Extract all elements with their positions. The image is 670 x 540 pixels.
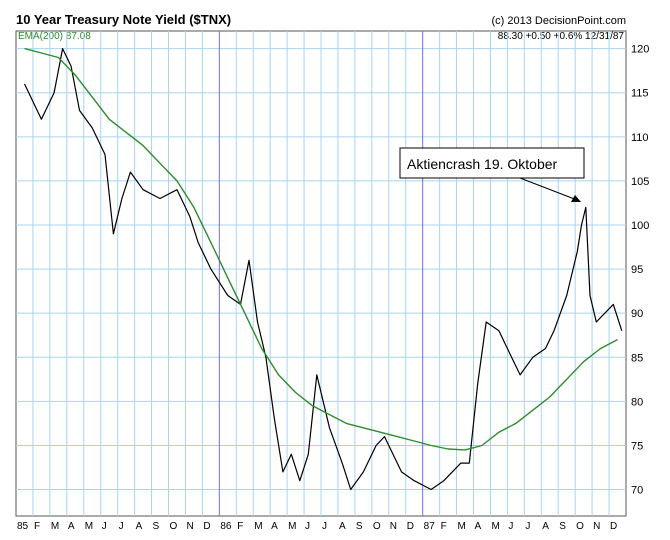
x-tick-label: S xyxy=(356,521,363,532)
x-tick-label: D xyxy=(407,521,414,532)
x-tick-label: 86 xyxy=(220,521,232,532)
x-tick-label: N xyxy=(593,521,600,532)
grid xyxy=(16,31,626,516)
stats-readout: 88.30 +0.50 +0.6% 12/31/87 xyxy=(498,31,625,42)
price-line xyxy=(23,48,623,491)
x-tick-label: 85 xyxy=(17,521,29,532)
series-layer xyxy=(23,47,623,491)
y-axis-labels: 70 75 80 85 90 95 100 105 110 115 120 xyxy=(631,44,649,497)
x-tick-label: F xyxy=(237,521,243,532)
x-tick-label: O xyxy=(170,521,178,532)
x-tick-label: M xyxy=(458,521,466,532)
x-tick-label: F xyxy=(441,521,447,532)
annotation-arrow-line xyxy=(519,177,578,201)
y-tick-label: 75 xyxy=(631,440,643,452)
x-tick-label: S xyxy=(153,521,160,532)
x-tick-label: A xyxy=(271,521,278,532)
y-tick-label: 70 xyxy=(631,485,643,497)
ema-label: EMA(200) 87.08 xyxy=(18,31,91,42)
x-tick-label: A xyxy=(542,521,549,532)
y-tick-label: 115 xyxy=(631,88,649,100)
x-tick-label: 87 xyxy=(424,521,436,532)
x-tick-label: M xyxy=(51,521,59,532)
ema-line xyxy=(24,47,618,451)
y-tick-label: 90 xyxy=(631,308,643,320)
x-tick-label: J xyxy=(102,521,107,532)
x-axis-labels: 85 F M A M J J A S O N D 86 F M A M J J A S O N D 87 F M A M J J A S O N D xyxy=(17,521,617,532)
x-tick-label: S xyxy=(559,521,566,532)
x-tick-label: A xyxy=(68,521,75,532)
x-tick-label: M xyxy=(288,521,296,532)
crash-annotation: Aktiencrash 19. Oktober xyxy=(399,147,585,202)
x-tick-label: J xyxy=(525,521,530,532)
x-tick-label: O xyxy=(576,521,584,532)
x-tick-label: M xyxy=(254,521,262,532)
y-tick-label: 80 xyxy=(631,396,643,408)
chart-title: 10 Year Treasury Note Yield ($TNX) xyxy=(16,12,231,27)
y-tick-label: 95 xyxy=(631,264,643,276)
annotation-text: Aktiencrash 19. Oktober xyxy=(407,156,558,172)
x-tick-label: J xyxy=(119,521,124,532)
y-tick-label: 105 xyxy=(631,176,649,188)
y-tick-label: 120 xyxy=(631,44,649,56)
x-tick-label: A xyxy=(475,521,482,532)
annotation-box xyxy=(399,147,585,179)
x-tick-label: M xyxy=(85,521,93,532)
x-tick-label: J xyxy=(305,521,310,532)
y-tick-label: 85 xyxy=(631,352,643,364)
copyright-text: (c) 2013 DecisionPoint.com xyxy=(491,15,626,27)
x-tick-label: J xyxy=(508,521,513,532)
x-tick-label: A xyxy=(339,521,346,532)
y-tick-label: 110 xyxy=(631,132,649,144)
x-tick-label: D xyxy=(203,521,210,532)
x-tick-label: O xyxy=(373,521,381,532)
x-tick-label: J xyxy=(322,521,327,532)
x-tick-label: N xyxy=(390,521,397,532)
y-tick-label: 100 xyxy=(631,220,649,232)
x-tick-label: F xyxy=(34,521,40,532)
x-tick-label: A xyxy=(136,521,143,532)
annotation-arrow-head xyxy=(571,195,581,202)
x-tick-label: N xyxy=(186,521,193,532)
x-tick-label: M xyxy=(491,521,499,532)
x-tick-label: D xyxy=(610,521,617,532)
